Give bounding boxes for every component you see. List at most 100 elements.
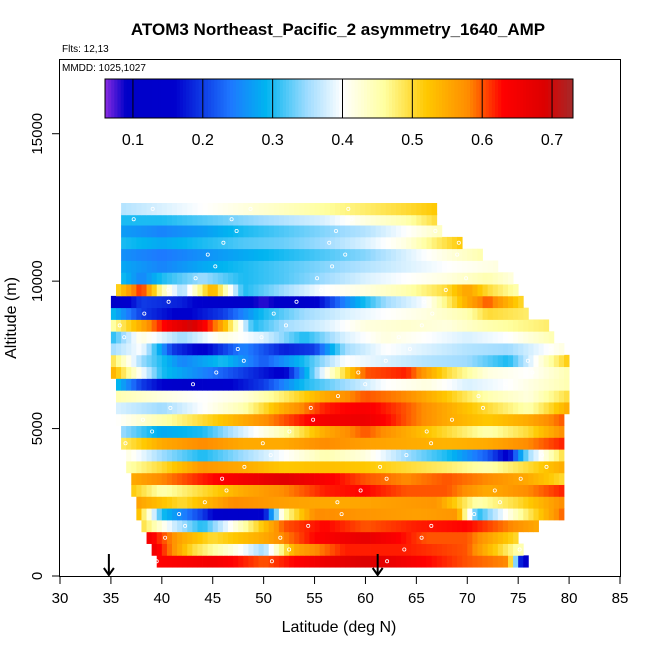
heatmap-cell xyxy=(268,343,275,356)
heatmap-cell xyxy=(360,543,366,556)
heatmap-cell xyxy=(141,461,147,474)
colorbar-segment xyxy=(326,79,331,118)
heatmap-cell xyxy=(518,319,524,332)
heatmap-cell xyxy=(340,248,346,261)
heatmap-cell xyxy=(319,555,326,568)
heatmap-cell xyxy=(207,354,214,368)
heatmap-cell xyxy=(289,213,295,226)
heatmap-cell xyxy=(299,449,305,462)
heatmap-cell xyxy=(248,508,254,521)
heatmap-cell xyxy=(263,413,270,427)
heatmap-cell xyxy=(161,461,168,474)
heatmap-cell xyxy=(416,449,422,462)
heatmap-cell xyxy=(304,472,310,485)
heatmap-cell xyxy=(472,366,478,379)
colorbar-segment xyxy=(136,79,140,118)
heatmap-cell xyxy=(309,284,315,297)
heatmap-cell xyxy=(553,449,560,462)
heatmap-cell xyxy=(192,272,198,285)
heatmap-cell xyxy=(202,437,209,450)
heatmap-cell xyxy=(121,295,127,309)
heatmap-cell xyxy=(289,248,295,261)
heatmap-cell xyxy=(192,343,198,356)
heatmap-cell xyxy=(523,319,529,332)
heatmap-cell xyxy=(452,437,458,450)
heatmap-cell xyxy=(177,307,183,320)
heatmap-cell xyxy=(431,203,438,216)
colorbar-segment xyxy=(435,79,440,118)
heatmap-cell xyxy=(329,213,336,226)
heatmap-cell xyxy=(253,519,259,533)
heatmap-cell xyxy=(370,555,377,568)
heatmap-cell xyxy=(477,461,483,474)
sample-point xyxy=(396,335,401,340)
heatmap-cell xyxy=(233,508,239,521)
heatmap-cell xyxy=(523,496,529,509)
heatmap-cell xyxy=(268,508,275,521)
heatmap-cell xyxy=(538,425,545,438)
heatmap-cell xyxy=(421,425,427,438)
heatmap-cell xyxy=(207,461,214,474)
heatmap-cell xyxy=(141,425,147,438)
heatmap-cell xyxy=(467,378,473,391)
colorbar-segment xyxy=(170,79,175,118)
heatmap-cell xyxy=(187,519,193,533)
sample-point xyxy=(234,228,239,233)
heatmap-cell xyxy=(166,378,173,391)
sample-point xyxy=(220,476,225,481)
heatmap-cell xyxy=(467,519,473,533)
heatmap-cell xyxy=(538,484,545,497)
heatmap-cell xyxy=(385,531,392,544)
heatmap-cell xyxy=(426,284,433,297)
heatmap-cell xyxy=(441,366,448,379)
heatmap-cell xyxy=(202,319,209,332)
heatmap-cell xyxy=(518,413,524,427)
heatmap-cell xyxy=(350,319,356,332)
heatmap-cell xyxy=(548,508,555,521)
heatmap-cell xyxy=(401,449,407,462)
heatmap-cell xyxy=(248,213,254,226)
heatmap-cell xyxy=(192,260,198,273)
heatmap-cell xyxy=(304,343,310,356)
sample-point xyxy=(269,559,274,564)
heatmap-cell xyxy=(375,236,382,250)
heatmap-cell xyxy=(131,319,137,332)
heatmap-cell xyxy=(543,508,550,521)
heatmap-cell xyxy=(141,472,147,485)
heatmap-cell xyxy=(370,472,377,485)
sample-point xyxy=(268,453,273,458)
heatmap-cell xyxy=(131,248,137,261)
heatmap-cell xyxy=(380,378,387,391)
heatmap-cell xyxy=(452,331,458,344)
heatmap-cell xyxy=(375,378,382,391)
heatmap-cell xyxy=(436,472,443,485)
colorbar-segment xyxy=(504,79,508,118)
heatmap-cell xyxy=(121,284,127,297)
heatmap-cell xyxy=(558,496,565,509)
heatmap-cell xyxy=(197,484,203,497)
heatmap-cell xyxy=(441,272,448,285)
heatmap-cell xyxy=(243,307,249,320)
heatmap-cell xyxy=(294,225,300,238)
heatmap-cell xyxy=(345,449,351,462)
heatmap-cell xyxy=(212,295,219,309)
heatmap-cell xyxy=(416,437,422,450)
colorbar-segment xyxy=(342,79,346,118)
heatmap-cell xyxy=(278,203,285,216)
heatmap-cell xyxy=(273,413,280,427)
heatmap-cell xyxy=(268,496,275,509)
heatmap-cell xyxy=(467,260,473,273)
sample-point xyxy=(308,405,313,410)
colorbar-segment xyxy=(276,79,281,118)
heatmap-cell xyxy=(502,472,509,485)
colorbar-segment xyxy=(407,79,412,118)
heatmap-cell xyxy=(136,260,142,273)
heatmap-cell xyxy=(370,203,377,216)
heatmap-cell xyxy=(401,484,407,497)
heatmap-cell xyxy=(329,413,336,427)
heatmap-cell xyxy=(334,260,341,273)
heatmap-cell xyxy=(523,390,529,403)
heatmap-cell xyxy=(492,449,499,462)
heatmap-cell xyxy=(497,354,504,368)
heatmap-cell xyxy=(151,449,158,462)
